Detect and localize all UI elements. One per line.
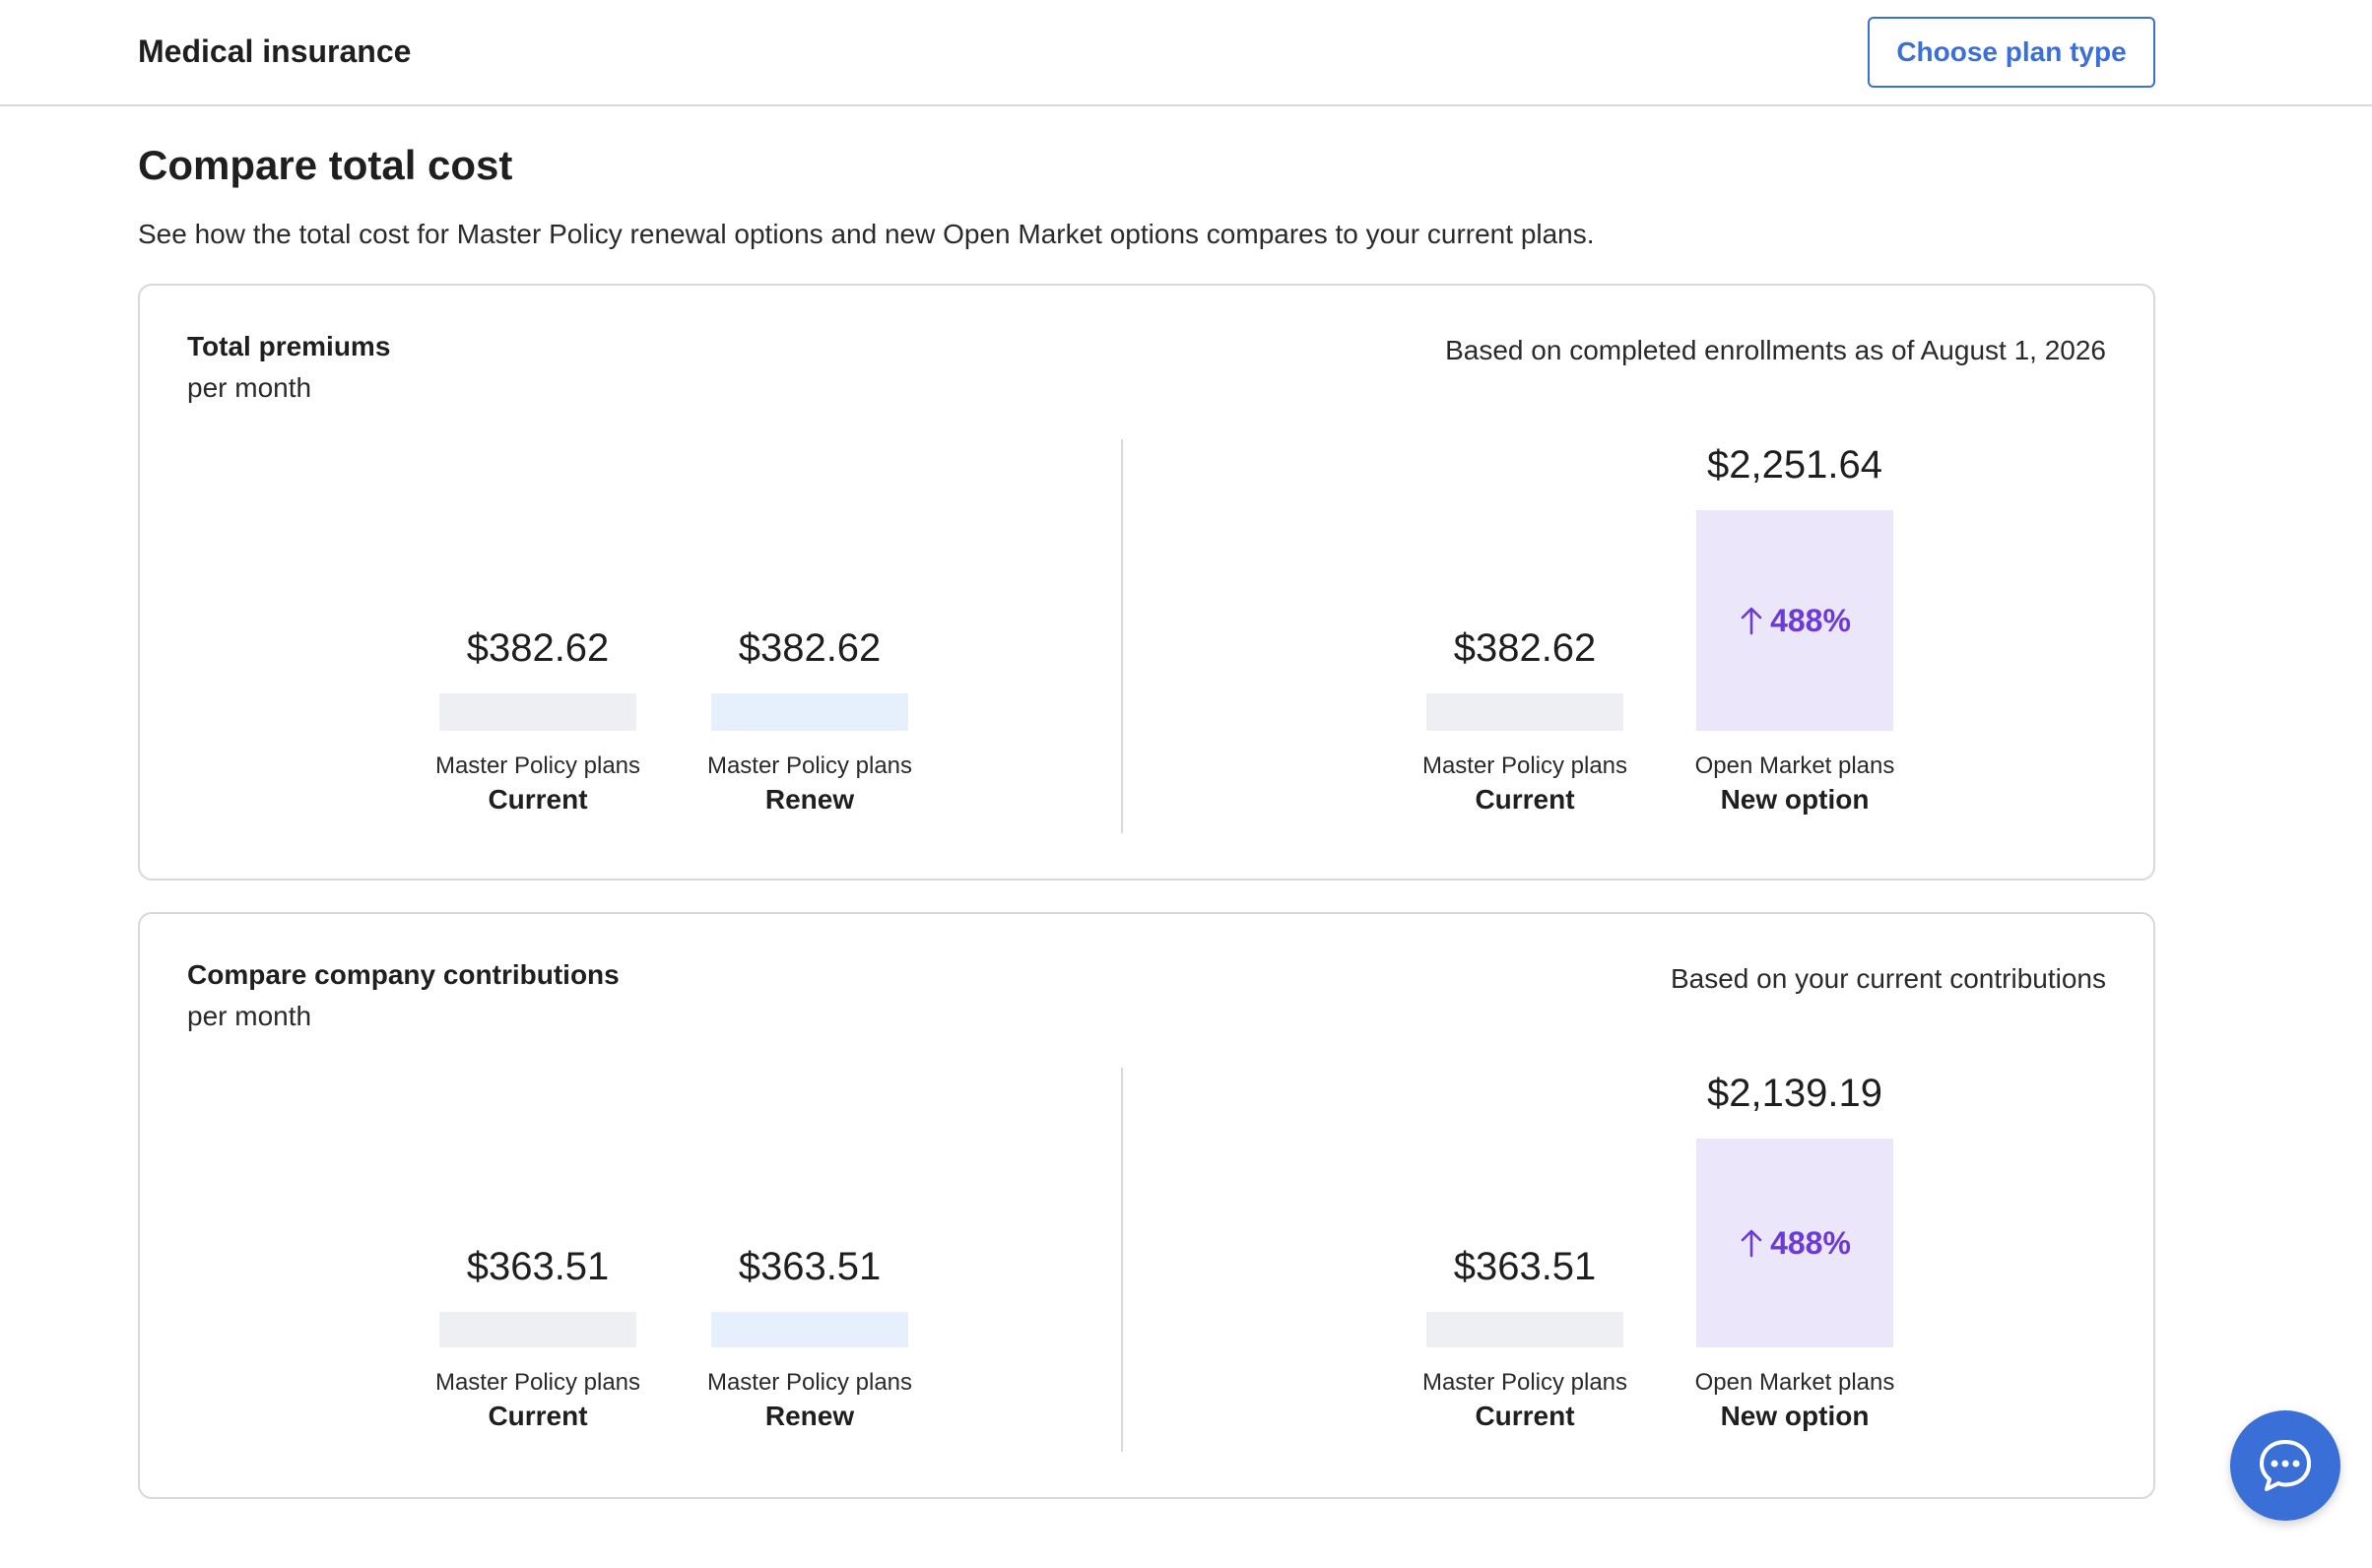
increase-percent: 488% [1770, 1224, 1851, 1261]
total-premiums-card: Total premiums per month Based on comple… [138, 284, 2155, 881]
bar-label: Master Policy plans [434, 1369, 641, 1396]
card-subtitle: per month [187, 372, 312, 403]
bar-renew [711, 1312, 908, 1347]
bar-label: Master Policy plans [1421, 752, 1628, 779]
divider [1121, 1068, 1123, 1452]
bar-value: $363.51 [1453, 1245, 1597, 1288]
bar-current [439, 693, 636, 731]
bar-sublabel: Renew [764, 784, 855, 815]
bar-label: Master Policy plans [706, 752, 913, 779]
bar-value: $2,251.64 [1707, 443, 1882, 487]
bar-label: Open Market plans [1694, 752, 1895, 779]
page-title: Medical insurance [138, 33, 412, 69]
bar-label: Master Policy plans [1421, 1369, 1628, 1396]
bar-value: $382.62 [466, 626, 610, 670]
top-bar: Medical insurance Choose plan type [0, 0, 2372, 106]
arrow-up-icon [1741, 1229, 1762, 1258]
bar-value: $382.62 [738, 626, 882, 670]
company-contributions-card: Compare company contributions per month … [138, 912, 2155, 1499]
bar-value: $363.51 [738, 1245, 882, 1288]
bar-current [1426, 1312, 1623, 1347]
section-description: See how the total cost for Master Policy… [138, 219, 1595, 249]
bar-new-option: 488% [1696, 510, 1893, 731]
bar-sublabel: Current [1475, 784, 1575, 815]
choose-plan-type-button[interactable]: Choose plan type [1868, 17, 2155, 88]
bar-sublabel: Current [488, 784, 588, 815]
bar-sublabel: New option [1720, 784, 1870, 815]
card-note: Based on completed enrollments as of Aug… [1445, 335, 2106, 365]
bar-sublabel: Renew [764, 1401, 855, 1431]
chat-bubble-icon [2260, 1440, 2311, 1491]
bar-label: Master Policy plans [706, 1369, 913, 1396]
bar-value: $382.62 [1453, 626, 1597, 670]
card-note: Based on your current contributions [1670, 963, 2106, 994]
divider [1121, 439, 1123, 833]
chat-button[interactable] [2230, 1410, 2340, 1521]
bar-current [1426, 693, 1623, 731]
increase-badge: 488% [1739, 1225, 1851, 1262]
section-title: Compare total cost [138, 142, 513, 188]
arrow-up-icon [1741, 607, 1762, 635]
bar-value: $2,139.19 [1707, 1072, 1882, 1115]
card-subtitle: per month [187, 1001, 312, 1031]
bar-sublabel: Current [488, 1401, 588, 1431]
bar-value: $363.51 [466, 1245, 610, 1288]
bar-sublabel: Current [1475, 1401, 1575, 1431]
card-title: Compare company contributions [187, 959, 620, 990]
increase-percent: 488% [1770, 602, 1851, 638]
bar-new-option: 488% [1696, 1139, 1893, 1347]
increase-badge: 488% [1739, 603, 1851, 639]
bar-renew [711, 693, 908, 731]
bar-current [439, 1312, 636, 1347]
bar-label: Master Policy plans [434, 752, 641, 779]
bar-sublabel: New option [1720, 1401, 1870, 1431]
card-title: Total premiums [187, 331, 391, 361]
bar-label: Open Market plans [1694, 1369, 1895, 1396]
